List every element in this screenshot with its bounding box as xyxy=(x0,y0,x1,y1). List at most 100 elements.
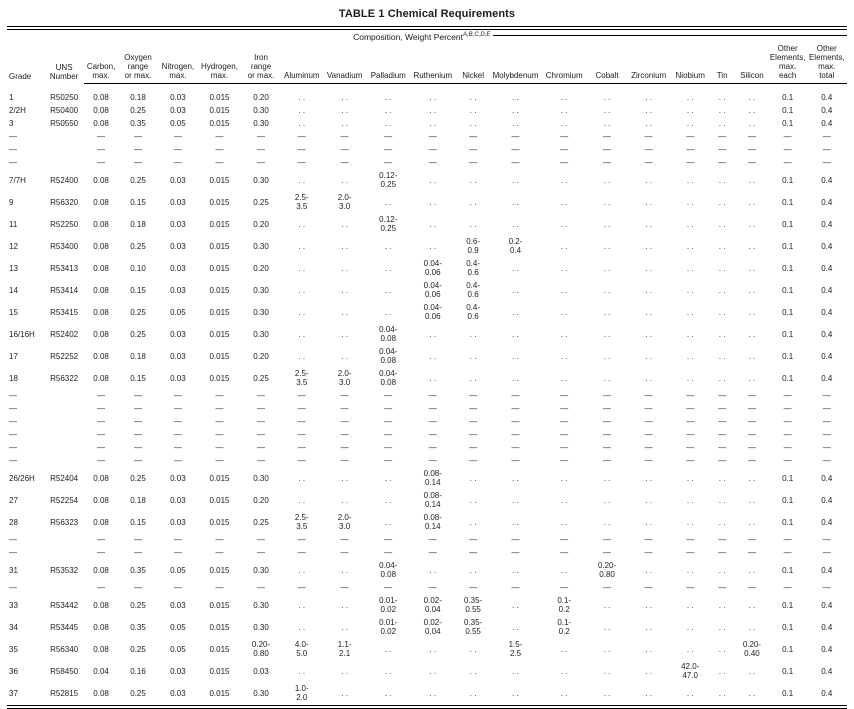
table-cell-vanadium: — xyxy=(340,132,349,141)
table-cell-uns-number: R52400 xyxy=(50,175,79,185)
table-cell-cobalt: . . xyxy=(603,175,611,185)
table-row: 1 R50250 0.08 0.18 0.03 0.015 0.20 . . . . . . . .… xyxy=(7,84,847,105)
table-cell-palladium: — xyxy=(384,404,393,413)
table-cell-nitrogen: 0.03 xyxy=(170,517,186,527)
table-cell-vanadium: . . xyxy=(341,106,348,115)
table-cell-niobium: . . xyxy=(686,622,694,632)
table-cell-nitrogen: — xyxy=(173,158,182,167)
table-cell-nickel: . . xyxy=(469,666,477,676)
footnote-superscript: A,B,C,D,E xyxy=(463,32,491,39)
table-cell-molybdenum: . . xyxy=(512,119,519,128)
table-cell-iron: — xyxy=(257,535,266,544)
table-cell-grade: — xyxy=(9,535,17,544)
table-cell-tin: . . xyxy=(718,351,726,361)
table-cell-aluminum: — xyxy=(297,430,306,439)
table-cell-palladium: . . xyxy=(384,197,392,207)
table-header-row: Grade UNS Number Carbon, max. Oxygen range … xyxy=(7,44,847,84)
table-cell-silicon: — xyxy=(747,430,756,439)
table-cell-carbon: 0.08 xyxy=(93,565,109,575)
table-cell-grade: 1 xyxy=(9,92,14,102)
table-cell-silicon: . . xyxy=(748,93,756,102)
table-cell-ruthenium: — xyxy=(428,158,437,167)
table-cell-grade: 7/7H xyxy=(9,175,26,185)
table-cell-nitrogen: — xyxy=(173,548,182,557)
table-cell-aluminum: 2.5- 3.5 xyxy=(294,193,309,211)
table-cell-molybdenum: . . xyxy=(512,666,519,676)
table-cell-nitrogen: 0.03 xyxy=(170,285,186,295)
table-cell-palladium: 0.04- 0.08 xyxy=(379,561,398,579)
table-cell-nickel: — xyxy=(469,535,478,544)
table-cell-grade: — xyxy=(9,456,17,465)
table-cell-palladium: 0.04- 0.08 xyxy=(379,369,398,387)
table-cell-molybdenum: 0.2- 0.4 xyxy=(508,237,523,255)
table-cell-silicon: . . xyxy=(748,219,756,229)
table-cell-iron: — xyxy=(257,158,266,167)
table-cell-palladium: — xyxy=(384,145,393,154)
table-cell-molybdenum: . . xyxy=(512,263,519,273)
table-cell-oxygen: 0.15 xyxy=(130,517,146,527)
column-header-grade: Grade xyxy=(9,71,32,81)
column-header-vanadium: Vanadium xyxy=(322,44,367,84)
table-cell-chromium: — xyxy=(560,583,569,592)
table-cell-aluminum: 2.5- 3.5 xyxy=(294,513,309,531)
table-cell-cobalt: — xyxy=(603,548,612,557)
table-cell-uns-number: R52402 xyxy=(50,329,79,339)
table-cell-iron: 0.20 xyxy=(253,219,269,229)
table-cell-grade: 14 xyxy=(9,285,18,295)
table-cell-uns-number xyxy=(44,156,84,169)
table-cell-molybdenum: — xyxy=(511,132,520,141)
table-cell-carbon: — xyxy=(97,430,106,439)
table-row: 11 R52250 0.08 0.18 0.03 0.015 0.20 . . . . 0.12-… xyxy=(7,213,847,235)
table-cell-oxygen: — xyxy=(134,145,143,154)
table-cell-tin: . . xyxy=(718,644,726,654)
table-cell-zirconium: . . xyxy=(645,473,652,483)
table-cell-vanadium: — xyxy=(340,535,349,544)
table-cell-chromium: . . xyxy=(560,285,568,295)
table-cell-iron: 0.25 xyxy=(253,197,269,207)
table-cell-ruthenium: . . xyxy=(429,241,437,251)
column-header-aluminum: Aluminum xyxy=(280,44,323,84)
chemical-requirements-table: Grade UNS Number Carbon, max. Oxygen range … xyxy=(7,44,847,704)
table-cell-hydrogen: — xyxy=(215,145,224,154)
table-cell-chromium: — xyxy=(560,132,569,141)
table-cell-other-elements-max-total: — xyxy=(822,456,831,465)
table-cell-molybdenum: — xyxy=(511,583,520,592)
table-cell-molybdenum: — xyxy=(511,391,520,400)
column-header-ruthenium: Ruthenium xyxy=(410,44,456,84)
table-cell-tin: . . xyxy=(718,93,726,102)
composition-spanner-text: Composition, Weight Percent xyxy=(353,32,464,42)
table-cell-other-elements-max-each: — xyxy=(783,456,792,465)
table-cell-hydrogen: 0.015 xyxy=(209,666,230,676)
column-header-niobium: Niobium xyxy=(671,44,710,84)
table-cell-hydrogen: — xyxy=(215,430,224,439)
table-cell-hydrogen: 0.015 xyxy=(209,106,230,115)
table-cell-grade: 15 xyxy=(9,307,18,317)
table-cell-cobalt: . . xyxy=(603,219,611,229)
table-cell-niobium: . . xyxy=(686,307,694,317)
table-cell-oxygen: 0.35 xyxy=(130,119,146,128)
table-cell-vanadium: . . xyxy=(341,93,348,102)
table-cell-ruthenium: . . xyxy=(429,329,437,339)
table-cell-other-elements-max-total: 0.4 xyxy=(821,644,833,654)
table-cell-silicon: — xyxy=(747,583,756,592)
table-cell-niobium: . . xyxy=(686,241,694,251)
table-cell-carbon: 0.08 xyxy=(93,644,109,654)
table-cell-other-elements-max-total: 0.4 xyxy=(821,219,833,229)
table-cell-other-elements-max-total: 0.4 xyxy=(821,285,833,295)
table-cell-nitrogen: 0.05 xyxy=(170,307,186,317)
table-cell-niobium: . . xyxy=(686,119,694,128)
table-cell-molybdenum: — xyxy=(511,158,520,167)
table-cell-zirconium: . . xyxy=(645,644,652,654)
table-cell-uns-number xyxy=(44,533,84,546)
table-cell-palladium: — xyxy=(384,583,393,592)
table-cell-tin: — xyxy=(718,145,727,154)
table-cell-carbon: 0.08 xyxy=(93,329,109,339)
table-cell-tin: — xyxy=(718,158,727,167)
table-cell-aluminum: — xyxy=(297,417,306,426)
table-cell-tin: — xyxy=(718,391,727,400)
table-cell-silicon: . . xyxy=(748,197,756,207)
table-cell-aluminum: . . xyxy=(298,495,306,505)
table-cell-silicon: — xyxy=(747,391,756,400)
table-cell-grade: 12 xyxy=(9,241,18,251)
table-cell-iron: 0.20 xyxy=(253,351,269,361)
